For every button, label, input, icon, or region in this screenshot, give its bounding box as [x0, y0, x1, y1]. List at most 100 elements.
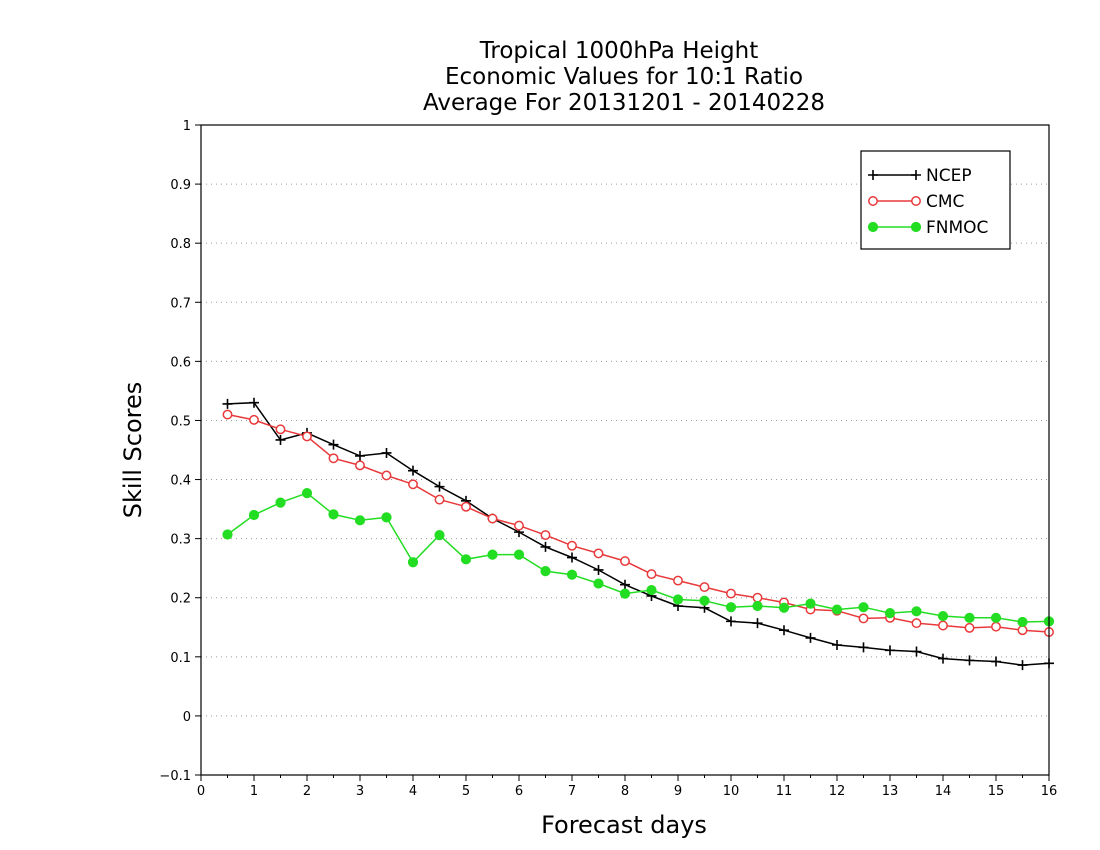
data-point-cmc [461, 501, 471, 512]
data-point-fnmoc [275, 497, 286, 508]
y-tick-label: 0.1 [170, 651, 191, 666]
data-point-fnmoc [593, 578, 604, 589]
data-point-cmc [540, 530, 551, 541]
data-point-ncep [275, 434, 286, 445]
data-point-ncep [249, 397, 259, 408]
y-tick-label: 0.8 [170, 237, 191, 252]
data-point-ncep [593, 564, 604, 575]
x-tick-label: 5 [462, 784, 470, 799]
legend-box [860, 150, 1011, 250]
legend-label-ncep: NCEP [926, 166, 972, 186]
legend: NCEP CMC FNMOC [860, 150, 1011, 250]
legend-marker-fnmoc [867, 221, 879, 233]
data-point-cmc [249, 414, 259, 425]
data-point-cmc [673, 575, 683, 586]
x-tick-label: 13 [882, 784, 899, 799]
data-point-fnmoc [752, 600, 763, 612]
legend-marker-fnmoc [910, 221, 922, 233]
legend-marker-cmc [911, 196, 921, 206]
data-point-fnmoc [964, 612, 975, 623]
data-point-fnmoc [672, 594, 684, 605]
axes: −0.100.10.20.30.40.50.60.70.80.910 1 2 3 4 5 6… [159, 119, 1057, 799]
data-point-fnmoc [990, 612, 1002, 623]
y-tick-label: 0.3 [170, 533, 191, 548]
data-point-fnmoc [566, 569, 578, 580]
data-point-ncep [620, 579, 630, 590]
data-point-cmc [620, 556, 630, 567]
y-tick-label: 0.5 [170, 414, 191, 429]
data-point-cmc [328, 453, 339, 464]
data-point-fnmoc [884, 607, 896, 619]
data-point-ncep [726, 616, 736, 627]
data-point-fnmoc [407, 557, 419, 568]
legend-marker-cmc [868, 196, 878, 206]
data-point-fnmoc [725, 602, 737, 613]
y-tick-label: 0.7 [170, 296, 191, 311]
data-point-cmc [991, 621, 1001, 632]
data-point-fnmoc [513, 549, 525, 560]
data-point-fnmoc [487, 549, 498, 560]
data-point-cmc [911, 618, 922, 629]
data-point-ncep [355, 450, 365, 461]
x-tick-label: 7 [568, 784, 576, 799]
data-point-fnmoc [831, 604, 843, 615]
data-point-cmc [434, 494, 445, 505]
data-point-fnmoc [911, 606, 922, 617]
data-point-fnmoc [460, 554, 472, 565]
data-point-ncep [434, 481, 445, 492]
data-point-ncep [567, 552, 577, 563]
y-tick-label: 0.2 [170, 592, 191, 607]
data-point-fnmoc [248, 509, 260, 521]
data-point-ncep [885, 645, 895, 656]
data-point-cmc [964, 622, 975, 633]
series-ncep [222, 397, 1054, 671]
gridlines [201, 183, 1049, 717]
data-point-ncep [779, 625, 789, 636]
data-point-fnmoc [937, 610, 949, 622]
data-point-cmc [514, 520, 524, 531]
x-tick-label: 10 [723, 784, 740, 799]
data-point-cmc [646, 569, 657, 580]
x-tick-label: 1 [250, 784, 258, 799]
x-tick-label: 0 [197, 784, 205, 799]
y-tick-label: 0.4 [170, 474, 191, 489]
data-point-fnmoc [381, 512, 392, 523]
series-cmc [222, 409, 1054, 637]
data-point-cmc [275, 424, 286, 435]
x-tick-label: 8 [621, 784, 629, 799]
data-point-cmc [938, 620, 948, 631]
data-point-fnmoc [699, 595, 710, 606]
data-point-cmc [222, 409, 233, 420]
data-point-ncep [964, 655, 975, 666]
data-point-fnmoc [222, 529, 233, 540]
data-point-fnmoc [646, 584, 657, 596]
data-point-fnmoc [434, 529, 445, 541]
x-tick-label: 4 [409, 784, 417, 799]
data-point-ncep [752, 618, 763, 629]
data-point-ncep [991, 656, 1001, 667]
data-point-fnmoc [1017, 616, 1028, 628]
data-point-cmc [726, 588, 736, 599]
chart-title: Tropical 1000hPa Height Economic Values … [423, 38, 825, 116]
data-point-cmc [699, 582, 710, 593]
data-point-cmc [1017, 625, 1028, 636]
x-tick-label: 15 [988, 784, 1005, 799]
legend-label-fnmoc: FNMOC [926, 218, 988, 238]
data-point-ncep [805, 632, 816, 643]
data-point-ncep [911, 646, 922, 657]
data-point-cmc [302, 431, 312, 442]
data-point-fnmoc [354, 515, 366, 526]
data-point-ncep [381, 447, 392, 458]
data-point-cmc [408, 479, 418, 490]
data-point-cmc [381, 470, 392, 481]
x-tick-label: 2 [303, 784, 311, 799]
series-fnmoc [222, 488, 1055, 628]
data-point-fnmoc [619, 588, 631, 599]
data-point-fnmoc [858, 602, 869, 613]
y-tick-label: 0 [183, 710, 191, 725]
data-point-ncep [1017, 660, 1028, 671]
data-point-cmc [752, 592, 763, 603]
data-point-cmc [355, 460, 365, 471]
data-point-ncep [540, 541, 551, 552]
